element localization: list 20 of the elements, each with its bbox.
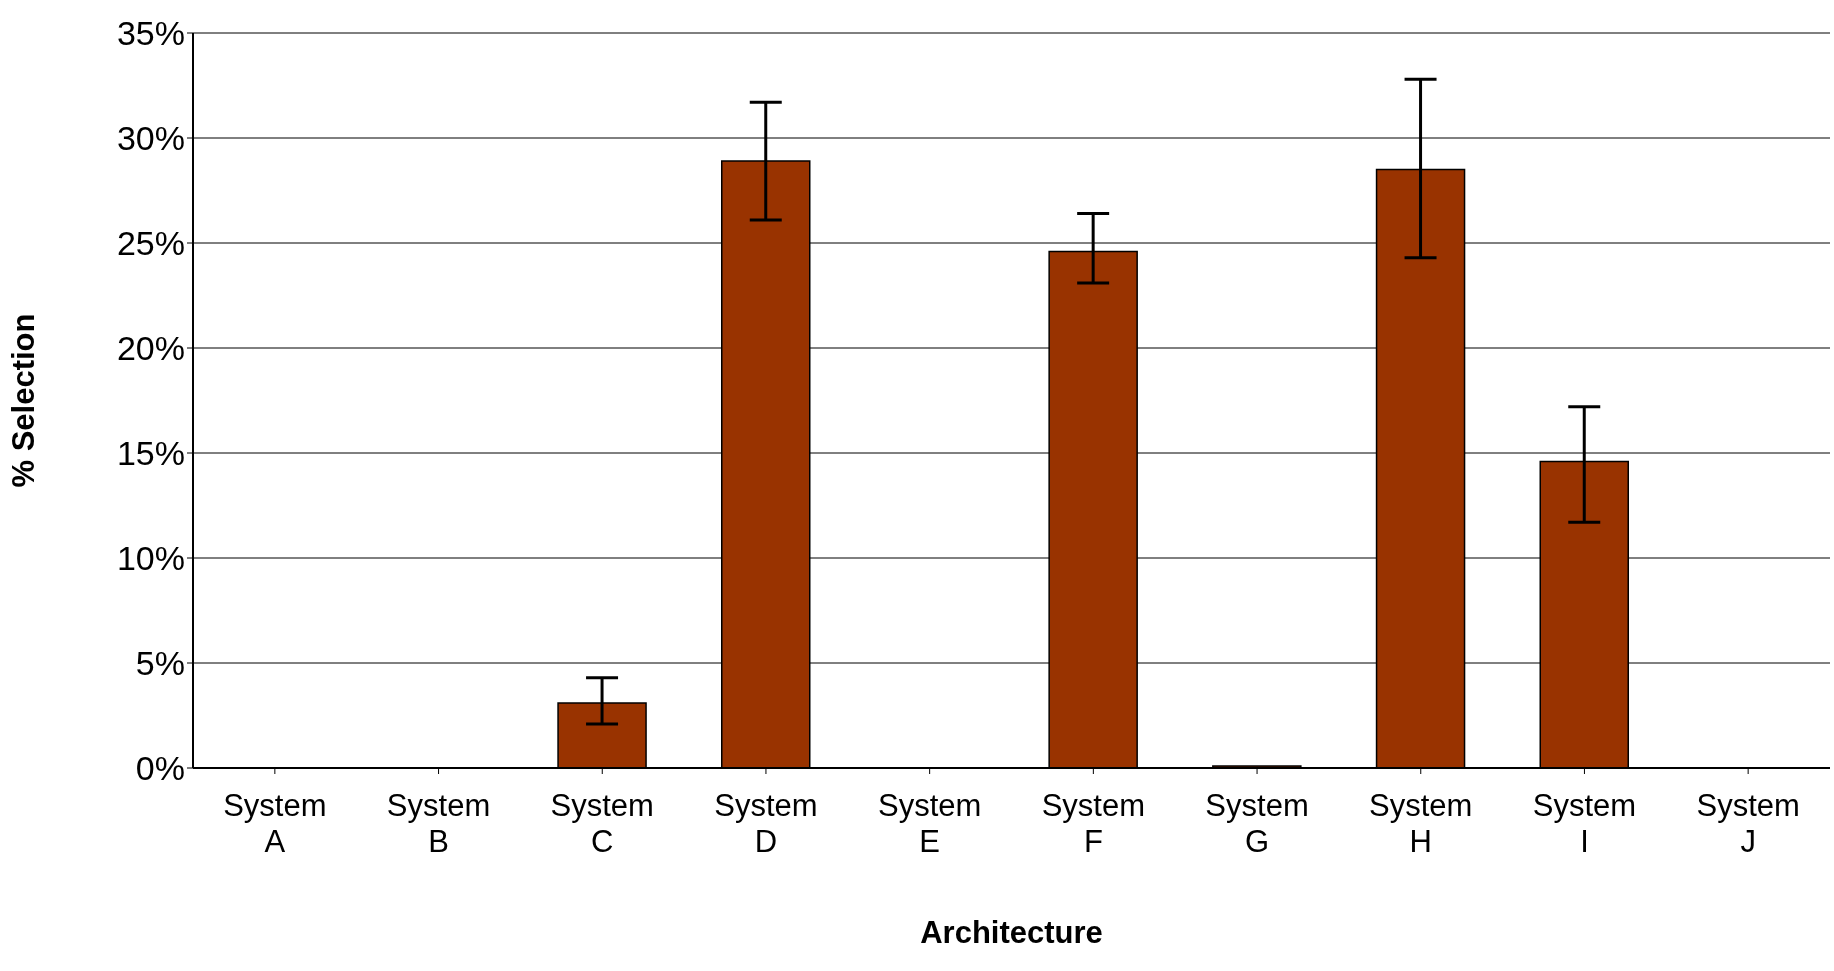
y-tick-label: 30% [116, 119, 185, 158]
y-tick-label: 0% [135, 749, 185, 788]
y-tick-label: 5% [135, 644, 185, 683]
x-tick-label: System F [1041, 788, 1146, 859]
x-tick-label: System J [1696, 788, 1800, 859]
y-axis-title: % Selection [6, 313, 42, 488]
y-tick-label: 20% [116, 329, 185, 368]
y-tick-label: 25% [116, 224, 185, 263]
x-tick-label: System E [877, 788, 982, 859]
x-tick-label: System B [386, 788, 491, 859]
x-tick-label: System I [1532, 788, 1637, 859]
y-tick-label: 15% [116, 434, 185, 473]
x-tick-label: System H [1369, 788, 1473, 859]
x-axis-title: Architecture [920, 915, 1103, 950]
x-tick-label: System G [1205, 788, 1309, 859]
x-tick-label: System A [223, 788, 327, 859]
y-tick-label: 10% [116, 539, 185, 578]
y-tick-label: 35% [116, 14, 185, 53]
x-tick-label: System D [714, 788, 818, 859]
x-tick-label: System C [550, 788, 654, 859]
